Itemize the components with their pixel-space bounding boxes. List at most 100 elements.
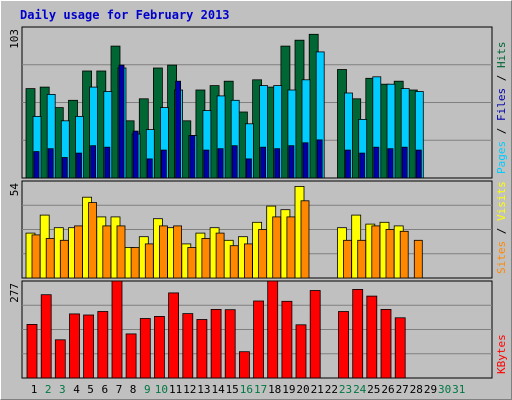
kbytes-bar-day-13 xyxy=(196,319,208,379)
pages-bar-day-1 xyxy=(33,151,40,179)
sites-bar-day-3 xyxy=(59,239,69,279)
kbytes-bar-day-19 xyxy=(281,300,293,379)
pages-bar-day-10 xyxy=(160,149,167,179)
x-tick-label-day-31: 31 xyxy=(452,383,465,396)
sites-bar-day-11 xyxy=(173,225,183,279)
x-tick-label-day-14: 14 xyxy=(211,383,225,396)
x-tick-label-day-17: 17 xyxy=(254,383,267,396)
sites-bar-day-17 xyxy=(258,229,268,279)
kbytes-bar-day-25 xyxy=(366,295,378,379)
x-tick-label-day-10: 10 xyxy=(155,383,168,396)
sites-bar-day-4 xyxy=(74,225,83,279)
kbytes-bar-day-4 xyxy=(69,313,80,379)
sites-bar-day-6 xyxy=(102,225,112,279)
sites-bar-day-7 xyxy=(116,225,126,279)
sites-bar-day-13 xyxy=(201,238,211,279)
sites-bar-day-26 xyxy=(385,229,395,279)
pages-bar-day-12 xyxy=(189,135,196,179)
kbytes-bar-day-23 xyxy=(338,311,349,379)
kbytes-bar-day-2 xyxy=(40,294,52,379)
pages-bar-day-28 xyxy=(415,149,422,179)
chart-title: Daily usage for February 2013 xyxy=(20,8,230,22)
x-tick-label-day-19: 19 xyxy=(282,383,295,396)
pages-bar-day-9 xyxy=(146,158,153,179)
x-tick-label-day-16: 16 xyxy=(240,383,253,396)
x-tick-label-day-12: 12 xyxy=(183,383,196,396)
sites-bar-day-25 xyxy=(371,225,381,279)
sites-bar-day-5 xyxy=(88,202,97,279)
x-tick-label-day-21: 21 xyxy=(311,383,324,396)
kbytes-bar-day-8 xyxy=(125,333,137,379)
sites-bar-day-18 xyxy=(272,216,282,279)
x-tick-label-day-1: 1 xyxy=(31,383,38,396)
sites-bar-day-16 xyxy=(243,243,253,279)
x-tick-label-day-3: 3 xyxy=(59,383,66,396)
pages-bar-day-25 xyxy=(373,146,380,179)
x-tick-label-day-7: 7 xyxy=(116,383,123,396)
kbytes-bar-day-6 xyxy=(97,311,109,379)
pages-bar-day-11 xyxy=(175,80,182,179)
x-tick-label-day-15: 15 xyxy=(226,383,239,396)
pages-bar-day-13 xyxy=(203,149,210,179)
pages-bar-day-17 xyxy=(260,146,267,179)
visits-series-legend: Sites / Visits xyxy=(495,181,508,274)
pages-bar-day-26 xyxy=(387,148,394,179)
x-tick-label-day-4: 4 xyxy=(73,383,80,396)
kbytes-bar-day-11 xyxy=(168,292,180,379)
legend-entry: / xyxy=(495,68,508,88)
kbytes-bar-day-9 xyxy=(139,318,151,379)
kbytes-bar-day-5 xyxy=(83,314,94,379)
x-tick-label-day-23: 23 xyxy=(339,383,352,396)
legend-entry: Hits xyxy=(495,42,508,69)
x-tick-label-day-27: 27 xyxy=(396,383,409,396)
x-tick-label-day-6: 6 xyxy=(101,383,108,396)
sites-bar-day-23 xyxy=(343,239,352,279)
x-tick-label-day-18: 18 xyxy=(268,383,281,396)
sites-bar-day-9 xyxy=(144,243,154,279)
kbytes-series-legend: KBytes xyxy=(495,334,508,374)
kbytes-ymax-label: 277 xyxy=(8,283,21,303)
kbytes-bar-day-12 xyxy=(182,313,194,379)
kbytes-bar-day-21 xyxy=(309,290,321,379)
sites-bar-day-14 xyxy=(215,232,225,279)
sites-bar-day-8 xyxy=(130,247,140,279)
sites-bar-day-28 xyxy=(413,239,423,279)
pages-bar-day-24 xyxy=(359,152,366,179)
sites-bar-day-19 xyxy=(286,216,296,279)
legend-entry: / xyxy=(495,121,508,141)
x-tick-label-day-26: 26 xyxy=(381,383,394,396)
sites-bar-day-10 xyxy=(158,225,168,279)
visits-ymax-label: 54 xyxy=(8,183,21,197)
pages-bar-day-6 xyxy=(104,146,111,179)
x-tick-label-day-30: 30 xyxy=(438,383,451,396)
x-tick-label-day-24: 24 xyxy=(353,383,367,396)
x-tick-label-day-28: 28 xyxy=(410,383,423,396)
x-tick-label-day-20: 20 xyxy=(296,383,309,396)
pages-bar-day-15 xyxy=(231,145,238,179)
sites-bar-day-15 xyxy=(229,245,239,279)
kbytes-bar-day-14 xyxy=(210,308,222,379)
x-tick-label-day-29: 29 xyxy=(424,383,437,396)
kbytes-bar-day-3 xyxy=(54,339,66,379)
pages-bar-day-4 xyxy=(76,152,82,179)
x-tick-label-day-9: 9 xyxy=(144,383,151,396)
x-tick-label-day-13: 13 xyxy=(197,383,210,396)
kbytes-bar-day-7 xyxy=(111,280,123,379)
pages-bar-day-19 xyxy=(288,145,295,179)
sites-bar-day-27 xyxy=(399,230,409,279)
legend-entry: / xyxy=(495,221,508,241)
kbytes-bar-day-16 xyxy=(238,351,250,379)
x-tick-label-day-8: 8 xyxy=(130,383,137,396)
sites-bar-day-12 xyxy=(187,247,197,279)
legend-entry: Files xyxy=(495,88,508,121)
sites-bar-day-24 xyxy=(357,239,367,279)
kbytes-bar-day-15 xyxy=(224,309,236,379)
pages-bar-day-27 xyxy=(401,146,408,179)
legend-entry: Pages xyxy=(495,141,508,174)
pages-bar-day-16 xyxy=(245,158,252,179)
kbytes-bar-day-24 xyxy=(352,288,364,379)
sites-bar-day-1 xyxy=(31,234,41,279)
kbytes-bar-day-10 xyxy=(153,315,165,379)
kbytes-bar-day-26 xyxy=(380,308,392,379)
